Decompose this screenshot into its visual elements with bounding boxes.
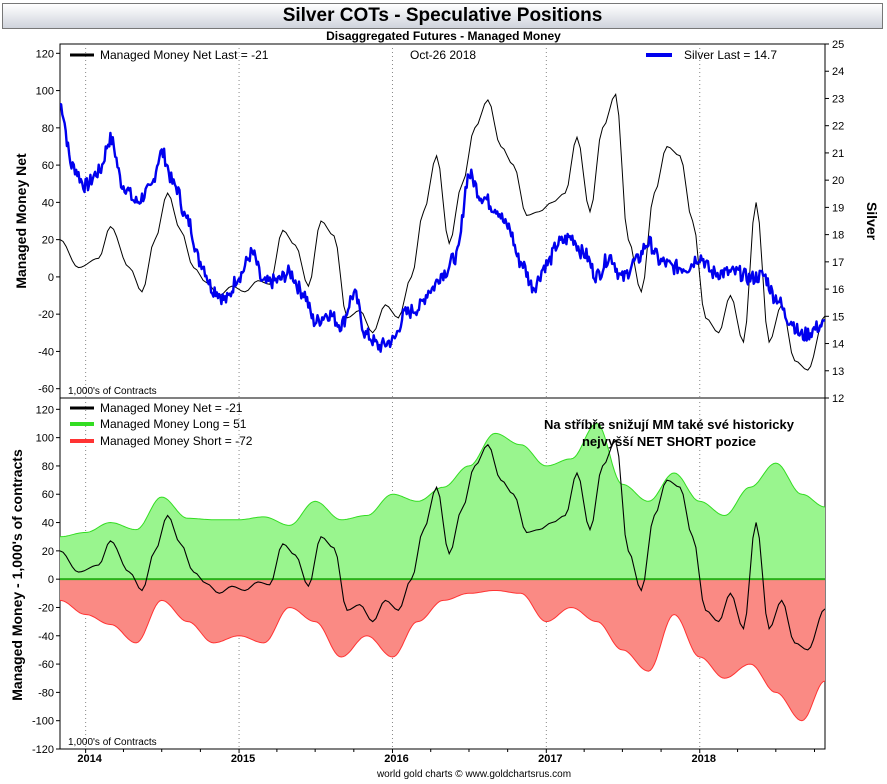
- x-tick-label: 2018: [691, 753, 715, 765]
- bottom-y-tick-label: 60: [42, 489, 54, 501]
- top-y-tick-label: 60: [42, 160, 54, 172]
- bottom-y-tick-label: -100: [32, 716, 54, 728]
- bottom-y-tick-label: -60: [38, 659, 54, 671]
- top-y-tick-label: -60: [38, 384, 54, 396]
- top-y-tick-label: 100: [36, 86, 54, 98]
- legend-net-bottom: Managed Money Net = -21: [100, 401, 243, 415]
- silver-line: [60, 102, 825, 353]
- top-y-tick-label: 40: [42, 197, 54, 209]
- top-y2-tick-label: 20: [832, 175, 844, 187]
- bottom-ylabel: Managed Money - 1,000's of contracts: [9, 449, 25, 701]
- top-y-tick-label: 120: [36, 48, 54, 60]
- legend-long: Managed Money Long = 51: [100, 417, 247, 431]
- bottom-y-tick-label: 0: [48, 574, 54, 586]
- title-bar: Silver COTs - Speculative Positions: [2, 3, 883, 29]
- top-y2-tick-label: 25: [832, 39, 844, 51]
- axes: 2014 2015 2016 2017 2018120100806040200-20-4…: [32, 39, 844, 765]
- net-line-bottom: [60, 439, 825, 651]
- top-y-tick-label: 80: [42, 123, 54, 135]
- bottom-y-tick-label: -40: [38, 631, 54, 643]
- top-y2-tick-label: 22: [832, 121, 844, 133]
- top-y2-tick-label: 18: [832, 230, 844, 242]
- long-line: [60, 422, 825, 538]
- x-tick-label: 2015: [231, 753, 255, 765]
- top-y2-tick-label: 14: [832, 339, 844, 351]
- top-y2-tick-label: 19: [832, 202, 844, 214]
- top-year-gridlines: [85, 44, 701, 398]
- top-y2-tick-label: 16: [832, 284, 844, 296]
- legend-net-top: Managed Money Net Last = -21: [100, 48, 269, 62]
- top-y2-tick-label: 17: [832, 257, 844, 269]
- chart-title: Silver COTs - Speculative Positions: [282, 5, 603, 26]
- annotation-line-2: nejvyšší NET SHORT pozice: [582, 434, 756, 449]
- footer-credit: world gold charts © www.goldchartsrus.co…: [376, 769, 571, 780]
- bottom-y-tick-label: -20: [38, 602, 54, 614]
- bottom-lines: [60, 422, 825, 722]
- top-y2label: Silver: [864, 202, 880, 241]
- annotation-line-1: Na stříbře snižují MM také své historick…: [544, 417, 795, 432]
- top-y-tick-label: 0: [48, 272, 54, 284]
- bottom-year-gridlines: [85, 398, 701, 749]
- top-y2-tick-label: 15: [832, 311, 844, 323]
- x-tick-label: 2017: [538, 753, 562, 765]
- long-area: [60, 423, 825, 580]
- top-y2-tick-label: 23: [832, 93, 844, 105]
- top-panel: [59, 43, 826, 399]
- top-y2-tick-label: 13: [832, 366, 844, 378]
- top-lines: [60, 92, 825, 371]
- legend-short: Managed Money Short = -72: [100, 434, 253, 448]
- legend-silver: Silver Last = 14.7: [684, 48, 777, 62]
- top-y2-tick-label: 24: [832, 66, 844, 78]
- top-y-tick-label: -40: [38, 346, 54, 358]
- short-area: [60, 579, 825, 721]
- top-y-tick-label: -20: [38, 309, 54, 321]
- bottom-areas: [60, 423, 825, 721]
- top-y-tick-label: 20: [42, 235, 54, 247]
- bottom-y-tick-label: 100: [36, 433, 54, 445]
- bottom-y-tick-label: 120: [36, 404, 54, 416]
- bottom-y-tick-label: 80: [42, 461, 54, 473]
- top-y2-tick-label: 21: [832, 148, 844, 160]
- bottom-y-tick-label: -80: [38, 687, 54, 699]
- top-units-note: 1,000's of Contracts: [68, 386, 157, 397]
- chart-subtitle: Disaggregated Futures - Managed Money: [326, 29, 561, 43]
- bottom-y-tick-label: 20: [42, 546, 54, 558]
- bottom-y-tick-label: 40: [42, 518, 54, 530]
- bottom-y-tick-label: -120: [32, 744, 54, 756]
- top-y2-tick-label: 12: [832, 393, 844, 405]
- short-line: [60, 590, 825, 722]
- bottom-units-note: 1,000's of Contracts: [68, 737, 157, 748]
- x-tick-label: 2014: [77, 753, 102, 765]
- date-label: Oct-26 2018: [410, 48, 476, 62]
- top-ylabel: Managed Money Net: [13, 153, 29, 289]
- x-tick-label: 2016: [384, 753, 408, 765]
